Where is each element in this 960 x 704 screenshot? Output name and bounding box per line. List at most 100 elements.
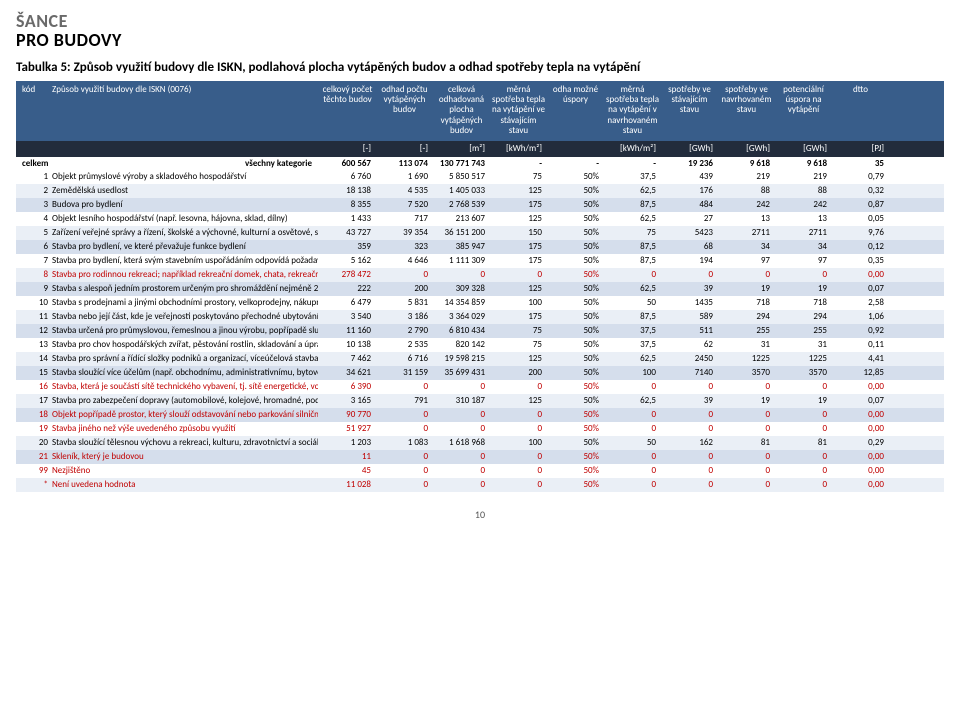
table-row: 14Stavba pro správní a řídící složky pod… [16, 352, 944, 366]
hdr-kod: kód [22, 85, 50, 95]
row-val: 213 607 [434, 213, 489, 224]
row-val: 39 [662, 395, 717, 406]
logo-line2: PRO BUDOVY [16, 31, 944, 50]
row-val: 62,5 [605, 353, 660, 364]
table-totals-row: celkem všechny kategorie 600 567 113 074… [16, 157, 944, 170]
unit-0: [-] [320, 143, 375, 154]
row-val: 359 [320, 241, 375, 252]
row-val: 125 [491, 213, 546, 224]
row-val: 51 927 [320, 423, 375, 434]
table-header-band: kód Způsob využití budovy dle ISKN (0076… [16, 81, 944, 141]
row-desc: Stavba pro bydlení, která svým stavebním… [52, 255, 318, 266]
row-val: 2 535 [377, 339, 432, 350]
row-val: 0,11 [833, 339, 888, 350]
row-code: 13 [22, 339, 50, 350]
table-row: 18Objekt popřípadě prostor, který slouží… [16, 408, 944, 422]
row-val: 81 [719, 437, 774, 448]
row-code: 9 [22, 283, 50, 294]
row-val: 294 [776, 311, 831, 322]
row-val: 717 [377, 213, 432, 224]
row-val: 0,92 [833, 325, 888, 336]
row-val: 1225 [719, 353, 774, 364]
row-val: 0 [662, 479, 717, 490]
table-row: 10Stavba s prodejnami a jinými obchodním… [16, 296, 944, 310]
row-val: 4 535 [377, 185, 432, 196]
row-val: 0 [434, 423, 489, 434]
row-val: 62,5 [605, 185, 660, 196]
row-code: * [22, 479, 50, 490]
row-val: 50% [548, 255, 603, 266]
row-val: 100 [605, 367, 660, 378]
row-val: 19 598 215 [434, 353, 489, 364]
row-val: 2711 [719, 227, 774, 238]
row-val: 50% [548, 339, 603, 350]
row-val: 0 [491, 479, 546, 490]
hdr-col-8: potenciální úspora na vytápění [776, 85, 831, 116]
row-val: 88 [776, 185, 831, 196]
row-desc: Stavba pro správní a řídící složky podni… [52, 353, 318, 364]
row-val: 31 159 [377, 367, 432, 378]
row-val: 100 [491, 297, 546, 308]
row-val: 0 [377, 479, 432, 490]
row-desc: Stavba s alespoň jedním prostorem určený… [52, 283, 318, 294]
row-val: 820 142 [434, 339, 489, 350]
row-val: 200 [491, 367, 546, 378]
table-title: Tabulka 5: Způsob využití budovy dle ISK… [16, 60, 944, 75]
row-val: 5 831 [377, 297, 432, 308]
row-val: 34 621 [320, 367, 375, 378]
hdr-col-1: odhad počtu vytápěných budov [377, 85, 432, 116]
row-val: 175 [491, 255, 546, 266]
row-code: 5 [22, 227, 50, 238]
row-desc: Budova pro bydlení [52, 199, 318, 210]
table-row: 20Stavba sloužící tělesnou výchovu a rek… [16, 436, 944, 450]
unit-3: [kWh/m²] [491, 143, 546, 154]
row-val: 1225 [776, 353, 831, 364]
row-val: 68 [662, 241, 717, 252]
table-row: 13Stavba pro chov hospodářských zvířat, … [16, 338, 944, 352]
row-val: 0,00 [833, 269, 888, 280]
table-row: 6Stavba pro bydlení, ve které převažuje … [16, 240, 944, 254]
row-val: 439 [662, 171, 717, 182]
row-val: 50% [548, 437, 603, 448]
row-val: 87,5 [605, 199, 660, 210]
row-val: 50% [548, 479, 603, 490]
row-val: 0 [605, 479, 660, 490]
row-val: 5 850 517 [434, 171, 489, 182]
unit-5: [kWh/m²] [605, 143, 660, 154]
row-val: 511 [662, 325, 717, 336]
row-val: 1 690 [377, 171, 432, 182]
row-val: 62,5 [605, 395, 660, 406]
row-val: 0,07 [833, 395, 888, 406]
table-row: 12Stavba určená pro průmyslovou, řemesln… [16, 324, 944, 338]
table-row: 15Stavba sloužící více účelům (např. obc… [16, 366, 944, 380]
tot-6: 19 236 [662, 158, 717, 169]
row-val: 1 111 309 [434, 255, 489, 266]
row-desc: Stavba pro chov hospodářských zvířat, pě… [52, 339, 318, 350]
row-val: 0 [434, 381, 489, 392]
row-val: 0,00 [833, 409, 888, 420]
row-val: 0 [491, 409, 546, 420]
table-row: 7Stavba pro bydlení, která svým stavební… [16, 254, 944, 268]
row-desc: Objekt popřípadě prostor, který slouží o… [52, 409, 318, 420]
row-val: 39 [662, 283, 717, 294]
row-val: 3 540 [320, 311, 375, 322]
row-val: 0 [377, 269, 432, 280]
totals-right: všechny kategorie [52, 158, 318, 169]
row-val: 0 [776, 269, 831, 280]
row-val: 0 [662, 465, 717, 476]
row-val: 50% [548, 171, 603, 182]
row-code: 15 [22, 367, 50, 378]
table-row: 4Objekt lesního hospodářství (např. leso… [16, 212, 944, 226]
row-desc: Stavba pro bydlení, ve které převažuje f… [52, 241, 318, 252]
table-body: 1Objekt průmyslové výroby a skladového h… [16, 170, 944, 492]
row-code: 7 [22, 255, 50, 266]
row-val: 0 [776, 479, 831, 490]
row-val: 0 [491, 451, 546, 462]
row-val: 5423 [662, 227, 717, 238]
row-val: 589 [662, 311, 717, 322]
row-desc: Nezjištěno [52, 465, 318, 476]
row-val: 2,58 [833, 297, 888, 308]
row-val: 219 [719, 171, 774, 182]
tot-8: 9 618 [776, 158, 831, 169]
row-val: 50% [548, 185, 603, 196]
